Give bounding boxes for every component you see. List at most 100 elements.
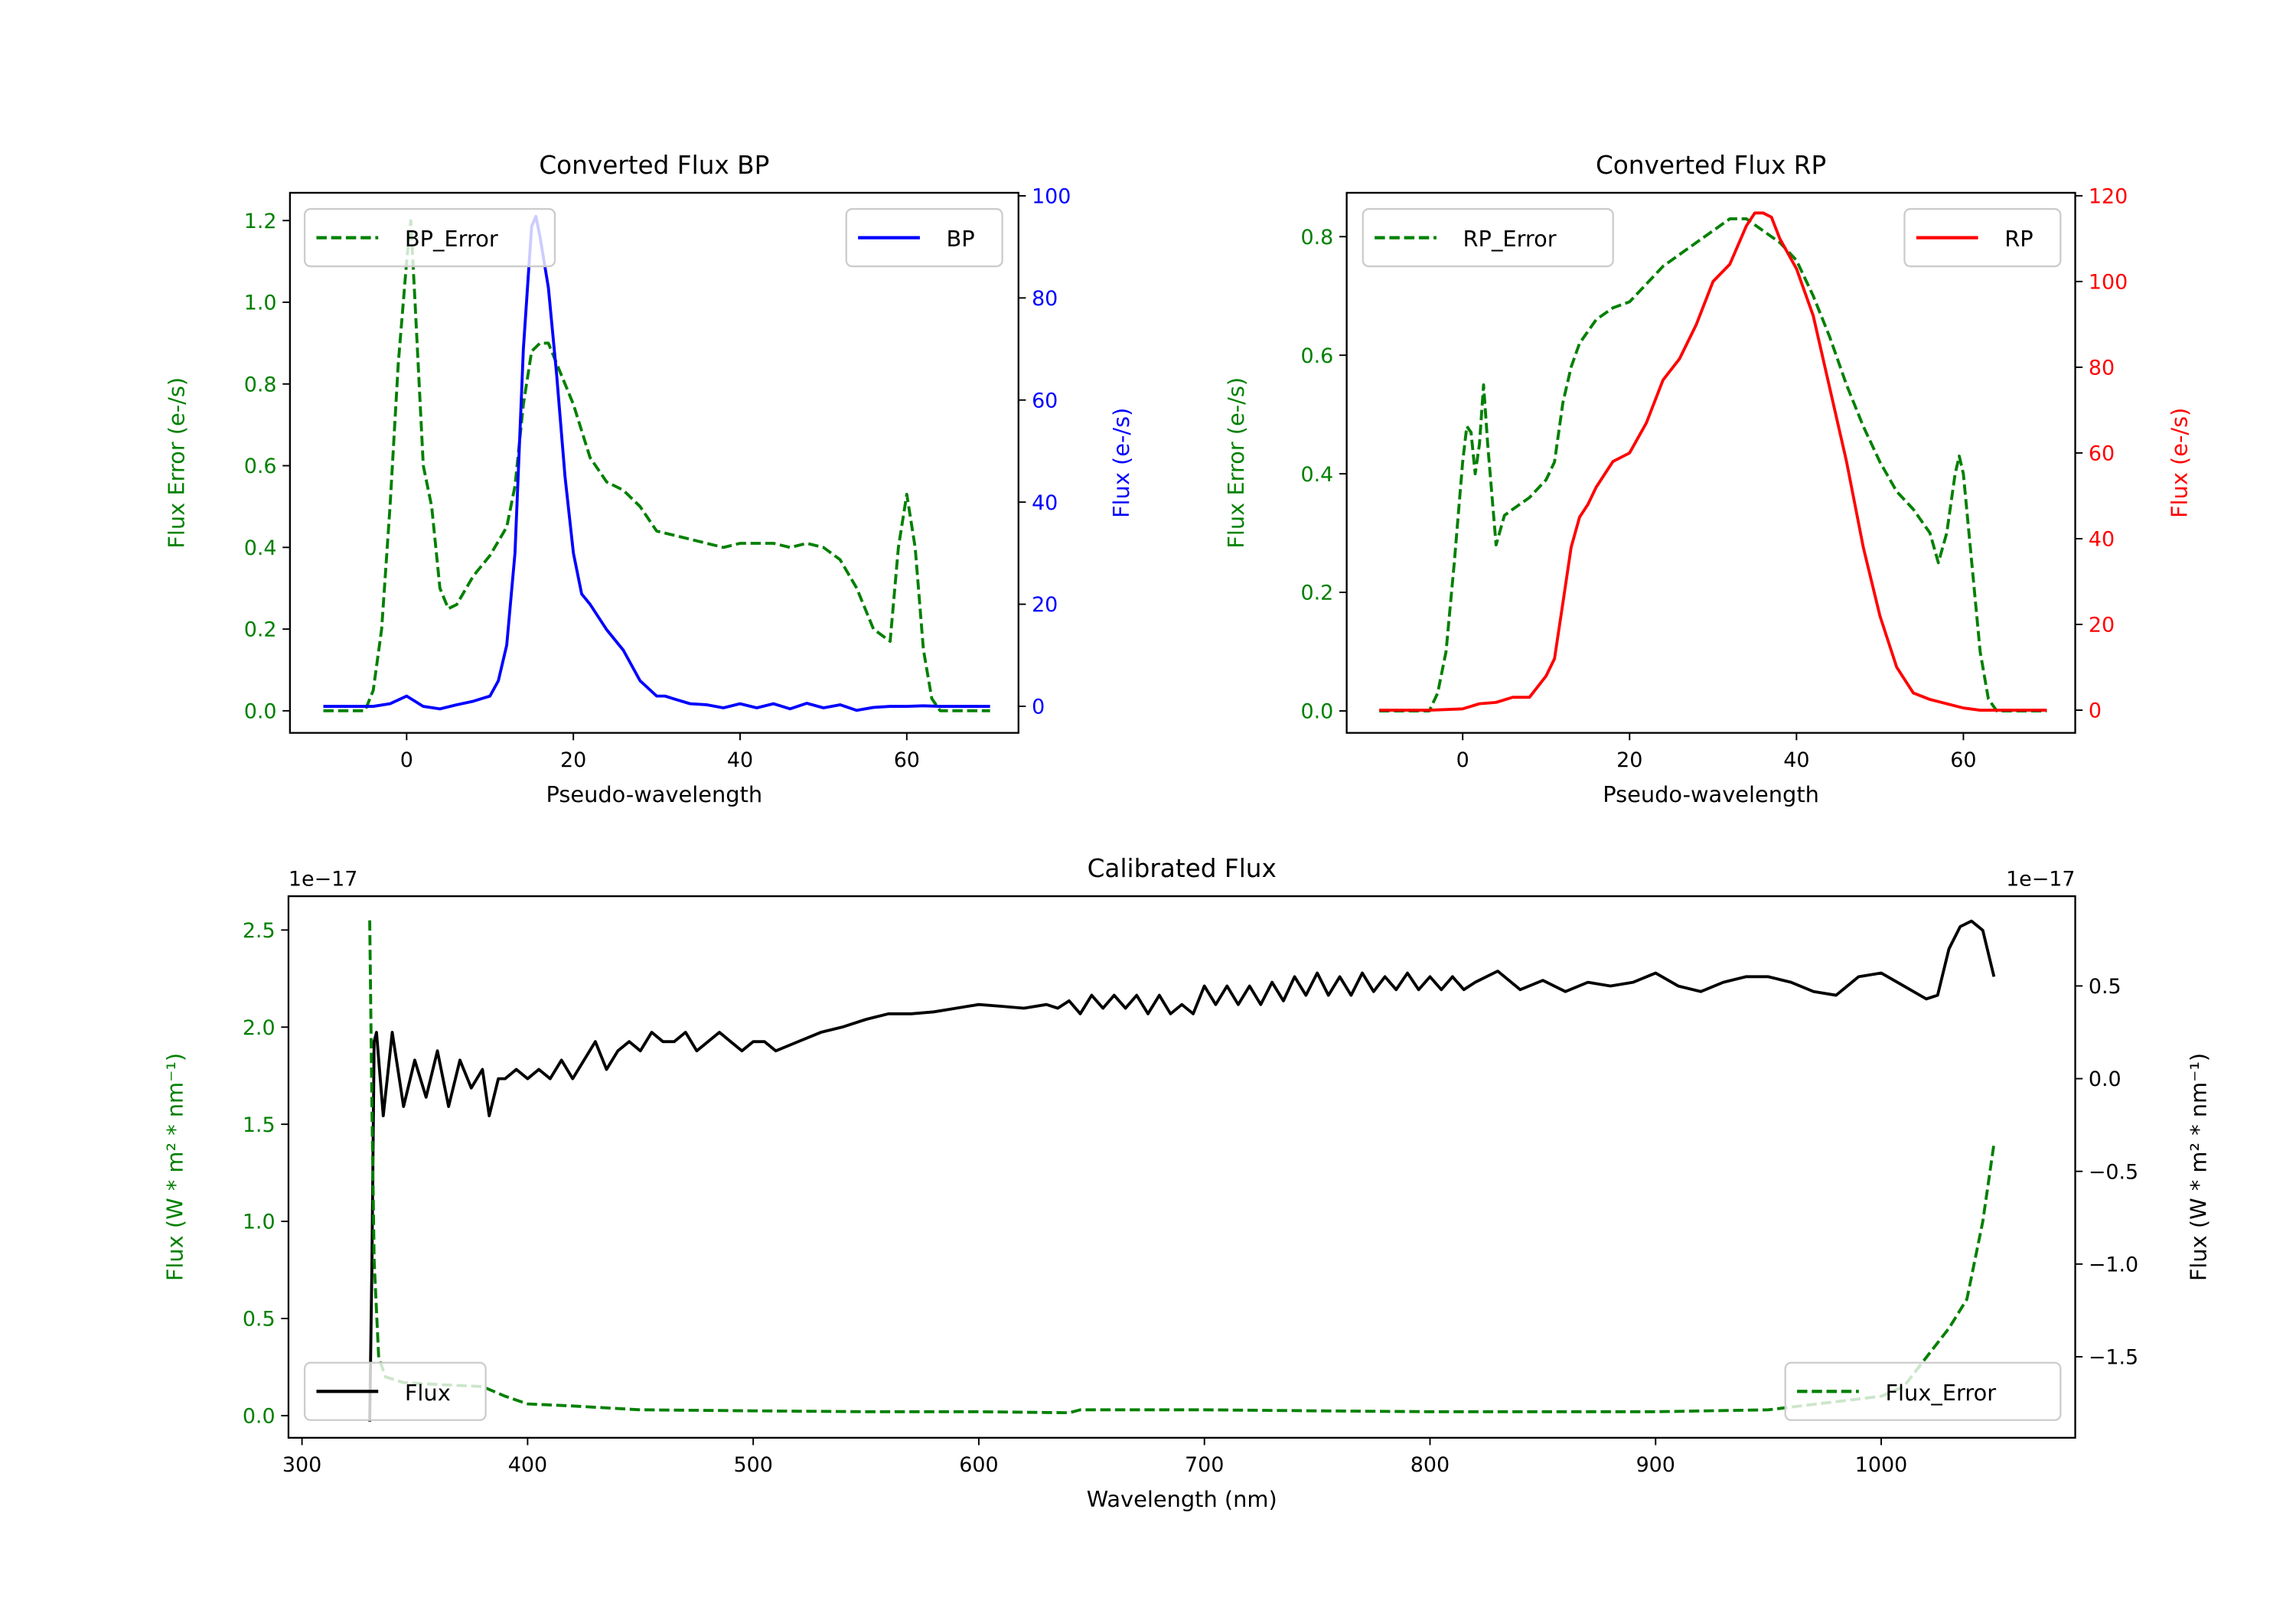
y-right-tick-label: 60 (1032, 389, 1058, 412)
x-axis-label: Pseudo-wavelength (1603, 781, 1819, 807)
plot-area (368, 919, 1996, 1422)
legend-box (845, 207, 1003, 268)
y-right-tick-label: 100 (1032, 185, 1071, 209)
legend-label: RP (2004, 226, 2033, 252)
axes-frame (289, 191, 1019, 734)
y-right-axis-label: Flux (e-/s) (1108, 408, 1134, 518)
legend-box (1903, 207, 2062, 268)
chart-title: Converted Flux RP (1596, 151, 1826, 180)
y-left-tick-label: 2.5 (243, 919, 276, 943)
y-right-tick-label: 40 (2089, 528, 2115, 552)
x-tick-label: 600 (959, 1453, 998, 1477)
y-right-axis-label: Flux (W * m² * nm⁻¹) (2186, 1053, 2212, 1281)
legend-label: Flux_Error (1885, 1380, 1996, 1406)
legend-box (1362, 207, 1614, 268)
x-axis-label: Wavelength (nm) (1087, 1486, 1277, 1512)
y-left-tick-label: 0.5 (243, 1308, 276, 1332)
x-tick-label: 700 (1185, 1453, 1224, 1477)
x-tick-label: 0 (1456, 748, 1469, 772)
y-right-tick-label: 120 (2089, 184, 2128, 208)
chart-0: Converted Flux BP 0 20 40 60 Pseudo-wavelengt… (163, 151, 1134, 807)
plot-area (323, 214, 990, 712)
y-left-tick-label: 0.4 (244, 536, 277, 560)
legend-label: Flux (405, 1380, 451, 1406)
y-right-axis-label: Flux (e-/s) (2167, 408, 2193, 518)
axes-frame (287, 895, 2076, 1439)
y-right-tick-label: 20 (2089, 614, 2115, 637)
x-tick-label: 0 (400, 748, 413, 772)
series-line-rp (1379, 211, 2047, 712)
y-right-tick-label: 60 (2089, 442, 2115, 466)
series-line-flux-error (368, 920, 1996, 1415)
legend-bp: BP (845, 207, 1003, 268)
y-right-tick-label: 0.0 (2089, 1068, 2122, 1091)
legend-flux-error: Flux_Error (1784, 1361, 2062, 1421)
y-left-tick-label: 0.0 (243, 1405, 276, 1429)
x-tick-label: 500 (733, 1453, 772, 1477)
x-tick-label: 1000 (1855, 1453, 1907, 1477)
legend-rp-error: RP_Error (1362, 207, 1614, 268)
y-left-tick-label: 0.0 (244, 699, 277, 723)
series-line-bp (323, 214, 990, 712)
chart-title: Converted Flux BP (539, 151, 769, 180)
x-tick-label: 60 (894, 748, 920, 772)
chart-2: Calibrated Flux 300 400 500 600 700 800 900 1000… (161, 854, 2211, 1512)
y-right-tick-label: −1.0 (2089, 1253, 2138, 1276)
y-left-tick-label: 2.0 (243, 1016, 276, 1040)
x-tick-label: 20 (1616, 748, 1642, 772)
legend-box (303, 207, 556, 268)
legend-label: RP_Error (1463, 226, 1557, 252)
series-line-bp-error (323, 219, 990, 712)
y-right-tick-label: 40 (1032, 491, 1058, 515)
y-right-tick-label: 0.5 (2089, 975, 2122, 999)
y-left-axis-label: Flux (W * m² * nm⁻¹) (161, 1053, 188, 1281)
legend-rp: RP (1903, 207, 2062, 268)
y-left-tick-label: 0.8 (1301, 226, 1334, 249)
y-left-tick-label: 0.6 (1301, 344, 1334, 368)
legend-label: BP_Error (405, 226, 498, 252)
y-left-tick-label: 1.5 (243, 1113, 276, 1137)
y-right-tick-label: −0.5 (2089, 1160, 2138, 1184)
legend-box (1784, 1361, 2062, 1421)
x-tick-label: 60 (1950, 748, 1976, 772)
y-left-tick-label: 0.2 (1301, 582, 1334, 605)
x-tick-label: 800 (1411, 1453, 1450, 1477)
y-left-tick-label: 1.0 (244, 292, 277, 315)
y-left-tick-label: 0.2 (244, 618, 277, 642)
x-tick-label: 40 (1783, 748, 1809, 772)
chart-1: Converted Flux RP 0 20 40 60 Pseudo-wavelengt… (1223, 151, 2193, 807)
y-right-tick-label: 20 (1032, 593, 1058, 617)
y-right-tick-label: 80 (2089, 357, 2115, 380)
legend-label: BP (947, 226, 975, 252)
series-line-rp-error (1379, 217, 2047, 712)
x-tick-label: 40 (727, 748, 753, 772)
x-tick-label: 400 (508, 1453, 547, 1477)
y-left-offset-label: 1e−17 (289, 868, 357, 892)
x-tick-label: 900 (1636, 1453, 1675, 1477)
y-left-tick-label: 0.8 (244, 373, 277, 396)
x-tick-label: 300 (282, 1453, 321, 1477)
y-left-tick-label: 0.6 (244, 455, 277, 478)
x-tick-label: 20 (560, 748, 586, 772)
y-right-tick-label: −1.5 (2089, 1346, 2138, 1370)
y-right-offset-label: 1e−17 (2006, 868, 2075, 892)
legend-bp-error: BP_Error (303, 207, 556, 268)
legend-flux: Flux (303, 1361, 487, 1421)
axes-frame (1345, 191, 2076, 734)
legend-box (303, 1361, 487, 1421)
y-left-tick-label: 1.2 (244, 210, 277, 233)
y-left-tick-label: 1.0 (243, 1211, 276, 1234)
y-left-axis-label: Flux Error (e-/s) (163, 377, 189, 549)
y-left-tick-label: 0.0 (1301, 700, 1334, 724)
y-right-tick-label: 0 (1032, 696, 1045, 719)
y-left-tick-label: 0.4 (1301, 463, 1334, 487)
plot-area (1379, 211, 2047, 712)
y-right-tick-label: 0 (2089, 699, 2102, 723)
y-right-tick-label: 80 (1032, 287, 1058, 311)
chart-title: Calibrated Flux (1088, 854, 1277, 883)
y-right-tick-label: 100 (2089, 270, 2128, 294)
series-line-flux (368, 919, 1996, 1422)
y-left-axis-label: Flux Error (e-/s) (1223, 377, 1249, 549)
x-axis-label: Pseudo-wavelength (546, 781, 762, 807)
